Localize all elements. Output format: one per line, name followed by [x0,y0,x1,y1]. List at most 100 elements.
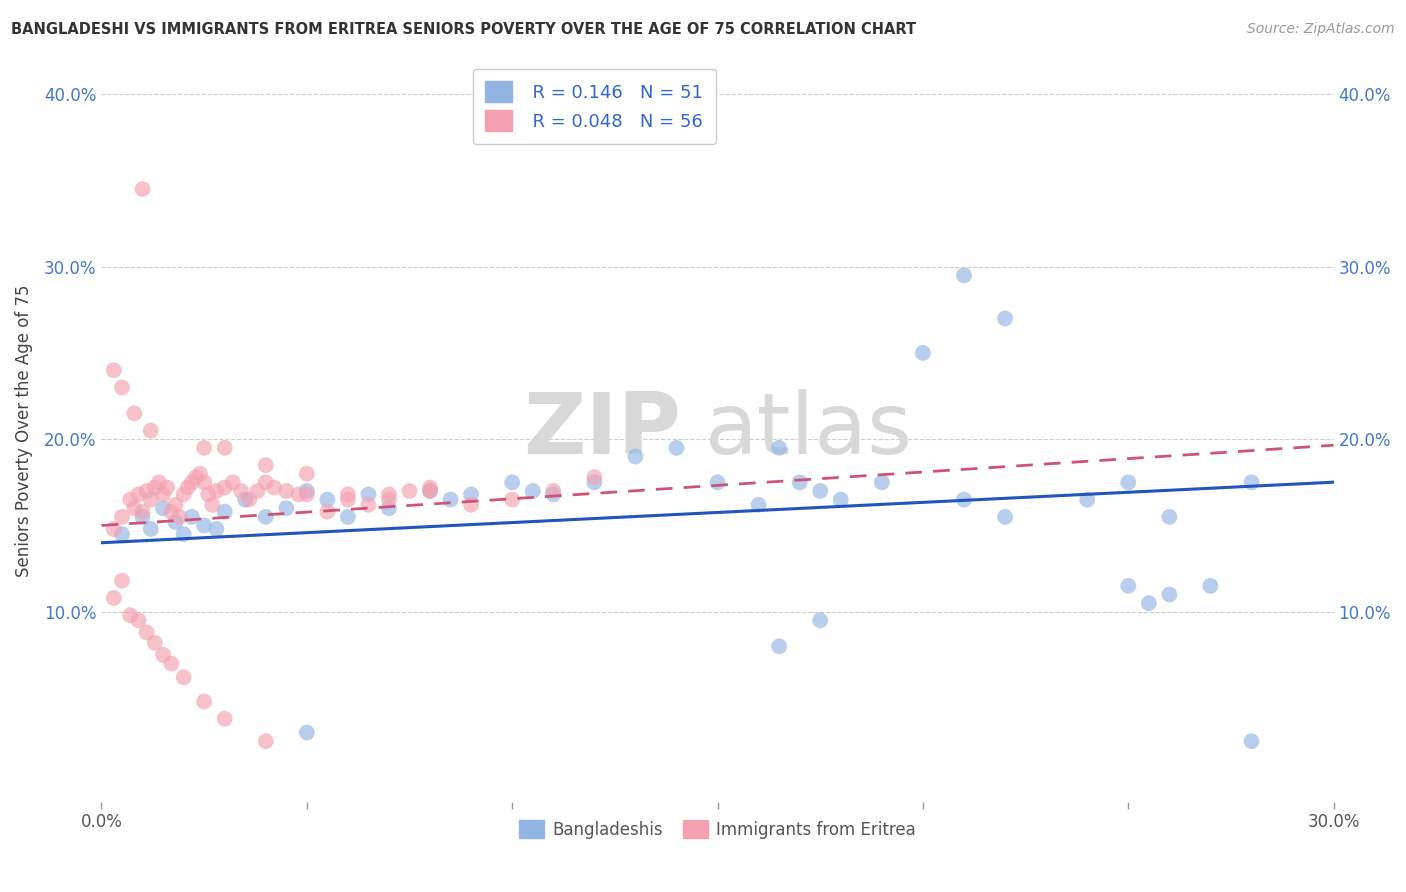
Point [135,625,157,640]
Point [1240,734,1263,748]
Point [953,492,976,507]
Point [378,492,401,507]
Point [911,346,934,360]
Point [398,483,420,498]
Point [419,483,441,498]
Point [768,640,790,654]
Point [152,487,174,501]
Legend: Bangladeshis, Immigrants from Eritrea: Bangladeshis, Immigrants from Eritrea [512,814,922,846]
Point [357,487,380,501]
Point [583,470,606,484]
Point [830,492,852,507]
Point [808,483,831,498]
Point [953,268,976,283]
Point [254,734,277,748]
Point [229,483,252,498]
Point [1159,509,1181,524]
Point [419,483,441,498]
Point [994,509,1017,524]
Point [254,458,277,472]
Point [624,450,647,464]
Point [111,509,134,524]
Point [246,483,269,498]
Point [165,498,187,512]
Point [188,467,211,481]
Point [295,467,318,481]
Point [768,441,790,455]
Point [706,475,728,490]
Point [1116,475,1139,490]
Point [111,574,134,588]
Point [193,518,215,533]
Point [103,522,125,536]
Point [143,481,166,495]
Point [124,501,146,516]
Point [543,483,565,498]
Point [222,475,245,490]
Point [152,501,174,516]
Point [127,487,149,501]
Text: atlas: atlas [706,389,914,472]
Point [205,522,228,536]
Point [316,505,339,519]
Point [131,509,153,524]
Point [120,492,142,507]
Point [1076,492,1098,507]
Point [214,505,236,519]
Point [522,483,544,498]
Point [378,487,401,501]
Point [131,505,153,519]
Text: ZIP: ZIP [523,389,681,472]
Point [295,487,318,501]
Point [173,670,195,684]
Text: BANGLADESHI VS IMMIGRANTS FROM ERITREA SENIORS POVERTY OVER THE AGE OF 75 CORREL: BANGLADESHI VS IMMIGRANTS FROM ERITREA S… [11,22,917,37]
Point [103,363,125,377]
Point [180,475,202,490]
Point [583,475,606,490]
Point [180,509,202,524]
Point [111,380,134,394]
Point [501,475,523,490]
Point [808,614,831,628]
Text: Source: ZipAtlas.com: Source: ZipAtlas.com [1247,22,1395,37]
Point [254,509,277,524]
Point [460,498,482,512]
Point [263,481,285,495]
Point [295,483,318,498]
Point [276,483,298,498]
Point [152,648,174,662]
Point [201,498,224,512]
Point [287,487,309,501]
Point [143,636,166,650]
Point [1116,579,1139,593]
Point [103,591,125,605]
Point [193,441,215,455]
Point [135,483,157,498]
Point [233,492,256,507]
Point [316,492,339,507]
Point [1199,579,1222,593]
Point [214,481,236,495]
Y-axis label: Seniors Poverty Over the Age of 75: Seniors Poverty Over the Age of 75 [15,285,32,577]
Point [139,492,162,507]
Point [184,470,207,484]
Point [177,481,200,495]
Point [1240,475,1263,490]
Point [336,509,359,524]
Point [665,441,688,455]
Point [124,406,146,420]
Point [357,498,380,512]
Point [276,501,298,516]
Point [419,481,441,495]
Point [501,492,523,507]
Point [439,492,461,507]
Point [111,527,134,541]
Point [193,475,215,490]
Point [295,725,318,739]
Point [336,487,359,501]
Point [336,492,359,507]
Point [254,475,277,490]
Point [748,498,770,512]
Point [156,481,179,495]
Point [173,527,195,541]
